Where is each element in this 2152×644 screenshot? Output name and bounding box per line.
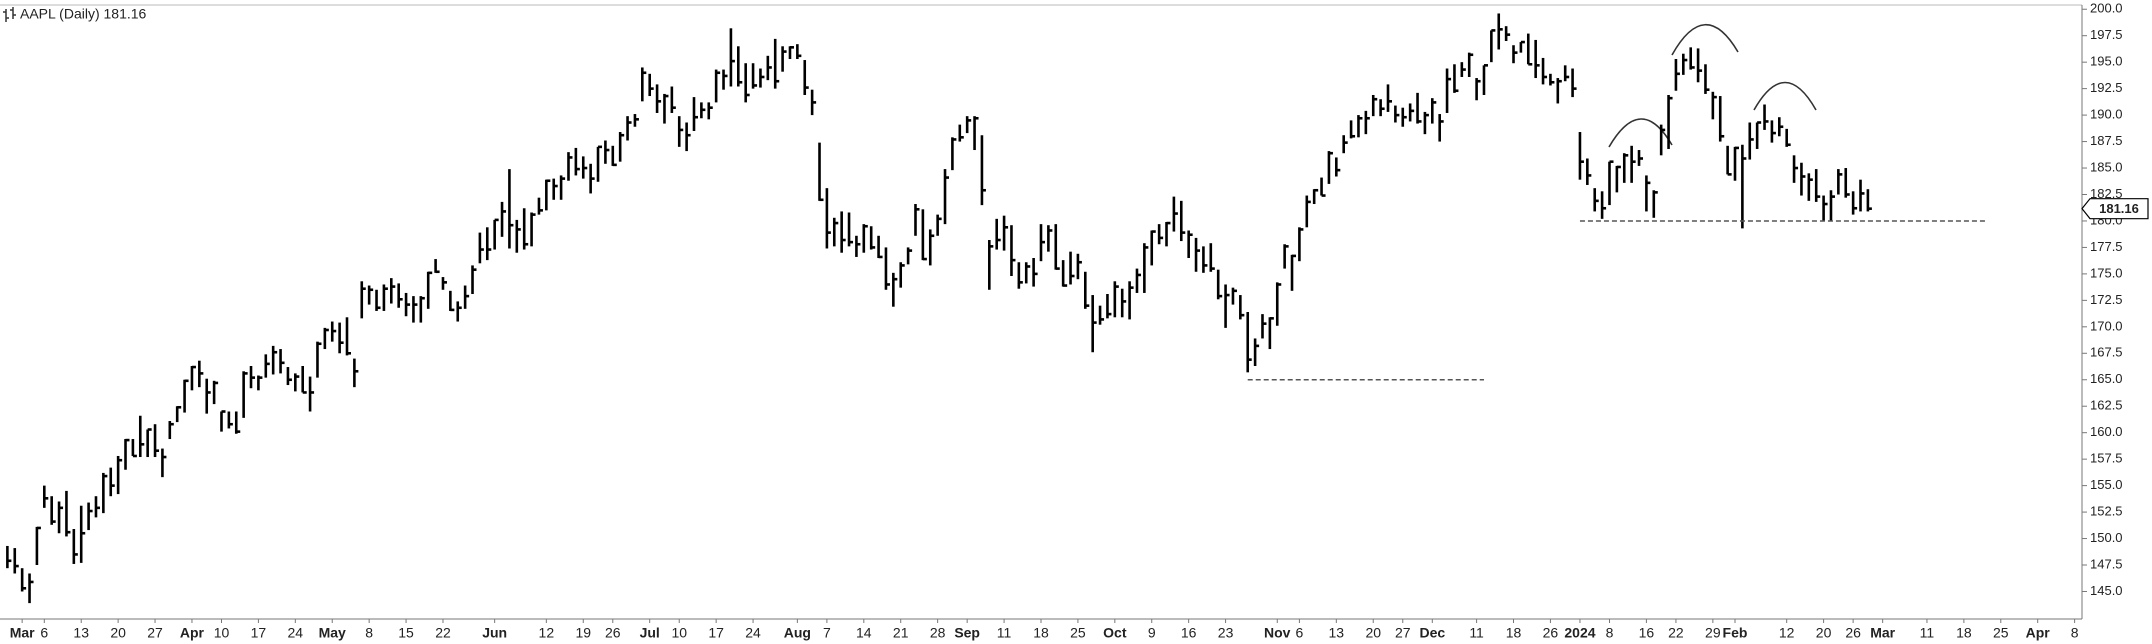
x-tick-label: 8 (1606, 625, 1614, 641)
x-tick-label: 8 (365, 625, 373, 641)
x-tick-label: 17 (708, 625, 724, 641)
x-tick-label: 9 (1148, 625, 1156, 641)
x-tick-label: 28 (930, 625, 946, 641)
y-tick-label: 187.5 (2090, 133, 2123, 148)
x-tick-label: 23 (1218, 625, 1234, 641)
x-tick-label: 13 (73, 625, 89, 641)
y-tick-label: 147.5 (2090, 556, 2123, 571)
x-tick-label: 26 (1845, 625, 1861, 641)
x-tick-label: 12 (539, 625, 555, 641)
x-tick-label: 29 (1705, 625, 1721, 641)
last-price-label: 181.16 (2099, 201, 2139, 216)
x-tick-label: 15 (398, 625, 414, 641)
y-tick-label: 175.0 (2090, 265, 2123, 280)
y-tick-label: 200.0 (2090, 1, 2123, 16)
chart-title: AAPL (Daily) 181.16 (20, 6, 147, 22)
x-tick-label: 6 (40, 625, 48, 641)
x-tick-label: 26 (605, 625, 621, 641)
y-tick-label: 155.0 (2090, 477, 2123, 492)
y-tick-label: 160.0 (2090, 424, 2123, 439)
x-tick-label: 20 (110, 625, 126, 641)
x-tick-label: 2024 (1564, 625, 1595, 641)
x-tick-label: 8 (2071, 625, 2079, 641)
x-tick-label: 24 (745, 625, 761, 641)
x-tick-label: Dec (1419, 625, 1445, 641)
y-tick-label: 177.5 (2090, 239, 2123, 254)
x-tick-label: Mar (10, 625, 35, 641)
x-tick-label: Apr (180, 625, 205, 641)
x-tick-label: 12 (1779, 625, 1795, 641)
x-tick-label: Jun (482, 625, 507, 641)
y-tick-label: 172.5 (2090, 292, 2123, 307)
x-tick-label: 6 (1296, 625, 1304, 641)
price-bars (6, 13, 1872, 604)
x-tick-label: 25 (1070, 625, 1086, 641)
x-tick-label: 14 (856, 625, 872, 641)
x-tick-label: Apr (2026, 625, 2051, 641)
x-tick-label: 10 (671, 625, 687, 641)
y-tick-label: 162.5 (2090, 398, 2123, 413)
y-tick-label: 165.0 (2090, 371, 2123, 386)
x-tick-label: 11 (997, 625, 1012, 641)
x-tick-label: 20 (1816, 625, 1832, 641)
y-tick-label: 197.5 (2090, 27, 2123, 42)
x-tick-label: May (319, 625, 346, 641)
x-tick-label: 16 (1181, 625, 1197, 641)
x-tick-label: 13 (1329, 625, 1345, 641)
y-tick-label: 192.5 (2090, 80, 2123, 95)
x-tick-label: 20 (1365, 625, 1381, 641)
pattern-arcs (1608, 24, 1817, 148)
y-tick-label: 145.0 (2090, 583, 2123, 598)
x-tick-label: 18 (1956, 625, 1972, 641)
x-tick-label: Feb (1723, 625, 1748, 641)
x-tick-label: Nov (1264, 625, 1291, 641)
x-tick-label: 27 (147, 625, 163, 641)
x-tick-label: 16 (1639, 625, 1655, 641)
x-tick-label: 27 (1395, 625, 1411, 641)
x-tick-label: 22 (1668, 625, 1684, 641)
x-tick-label: Sep (954, 625, 980, 641)
x-tick-label: 11 (1920, 625, 1935, 641)
last-price-box (2081, 198, 2149, 220)
y-tick-label: 150.0 (2090, 530, 2123, 545)
y-tick-label: 195.0 (2090, 54, 2123, 69)
y-tick-label: 190.0 (2090, 107, 2123, 122)
x-tick-label: Mar (1870, 625, 1895, 641)
x-tick-label: 10 (214, 625, 230, 641)
x-tick-label: 24 (288, 625, 304, 641)
x-tick-label: Jul (640, 625, 660, 641)
y-tick-label: 157.5 (2090, 451, 2123, 466)
y-tick-label: 167.5 (2090, 345, 2123, 360)
x-tick-label: 18 (1033, 625, 1049, 641)
x-tick-label: Oct (1103, 625, 1127, 641)
y-tick-label: 182.5 (2090, 186, 2123, 201)
y-tick-label: 185.0 (2090, 159, 2123, 174)
y-tick-label: 152.5 (2090, 504, 2123, 519)
x-tick-label: 25 (1993, 625, 2009, 641)
title-icon (3, 7, 16, 22)
x-tick-label: 7 (823, 625, 831, 641)
x-tick-label: Aug (784, 625, 811, 641)
y-tick-label: 170.0 (2090, 318, 2123, 333)
x-tick-label: 18 (1506, 625, 1522, 641)
x-tick-label: 17 (251, 625, 267, 641)
x-tick-label: 22 (435, 625, 451, 641)
x-tick-label: 11 (1469, 625, 1484, 641)
x-tick-label: 19 (575, 625, 591, 641)
x-tick-label: 21 (893, 625, 909, 641)
x-tick-label: 26 (1543, 625, 1559, 641)
